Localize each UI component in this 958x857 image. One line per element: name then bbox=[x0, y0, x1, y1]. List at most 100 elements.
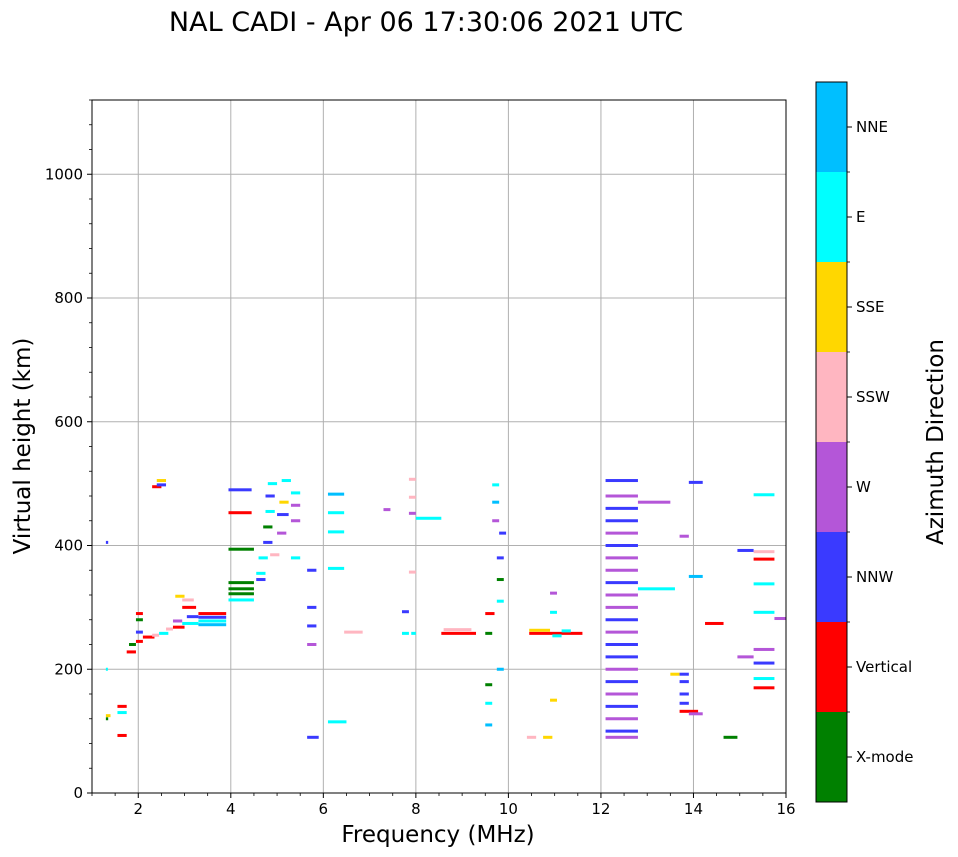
data-band bbox=[637, 587, 675, 591]
x-axis-ticks: 2 4 6 8 10 12 14 16 bbox=[91, 793, 796, 818]
colorbar-tick-label: NNW bbox=[856, 568, 893, 586]
data-band bbox=[605, 581, 638, 585]
data-band bbox=[605, 568, 638, 572]
data-band bbox=[605, 655, 638, 659]
data-band bbox=[327, 566, 345, 570]
data-band bbox=[228, 488, 252, 492]
x-tick-label: 12 bbox=[591, 800, 610, 818]
data-band bbox=[228, 598, 254, 602]
data-band bbox=[307, 624, 317, 628]
colorbar-tick-label: E bbox=[856, 208, 865, 226]
data-band bbox=[679, 672, 689, 676]
data-band bbox=[281, 479, 291, 483]
data-band bbox=[186, 615, 199, 619]
data-band bbox=[198, 612, 227, 616]
data-band bbox=[753, 661, 775, 665]
data-band bbox=[198, 619, 227, 623]
data-band bbox=[496, 599, 504, 603]
data-band bbox=[198, 623, 227, 627]
data-band bbox=[550, 698, 557, 702]
grid-lines bbox=[92, 100, 787, 794]
data-band bbox=[679, 701, 689, 705]
data-band bbox=[105, 714, 111, 718]
colorbar-tick-label: W bbox=[856, 478, 871, 496]
data-band bbox=[605, 479, 638, 483]
data-band bbox=[307, 568, 317, 572]
data-band bbox=[105, 667, 108, 671]
x-tick-label: 10 bbox=[499, 800, 518, 818]
colorbar-segment bbox=[816, 352, 847, 442]
colorbar-tick-label: Vertical bbox=[856, 658, 912, 676]
data-band bbox=[307, 643, 317, 646]
data-band bbox=[605, 643, 638, 646]
data-band bbox=[485, 723, 493, 727]
data-band bbox=[753, 610, 775, 614]
data-band bbox=[550, 591, 557, 595]
colorbar-tick-label: NNE bbox=[856, 118, 888, 136]
data-band bbox=[705, 621, 724, 625]
data-band bbox=[485, 631, 493, 635]
data-band bbox=[492, 519, 500, 523]
y-axis-label: Virtual height (km) bbox=[10, 338, 36, 555]
data-band bbox=[737, 655, 754, 659]
y-tick-label: 1000 bbox=[45, 165, 83, 183]
data-band bbox=[552, 634, 562, 638]
x-tick-label: 16 bbox=[776, 800, 795, 818]
data-band bbox=[688, 574, 703, 578]
data-band bbox=[265, 509, 275, 513]
data-band bbox=[605, 729, 638, 733]
data-band bbox=[327, 492, 345, 496]
colorbar-tick-label: X-mode bbox=[856, 748, 913, 766]
data-band bbox=[344, 630, 363, 634]
data-band bbox=[605, 630, 638, 634]
data-band bbox=[679, 709, 699, 713]
data-band bbox=[258, 556, 268, 560]
y-axis-ticks: 0 200 400 600 800 1000 bbox=[45, 99, 92, 802]
data-band bbox=[228, 592, 254, 596]
data-band bbox=[270, 553, 280, 557]
data-band bbox=[135, 630, 143, 634]
data-band bbox=[228, 547, 254, 551]
data-band bbox=[605, 680, 638, 684]
data-band bbox=[383, 508, 391, 512]
data-band bbox=[166, 627, 173, 631]
data-band bbox=[263, 525, 273, 529]
data-band bbox=[307, 735, 319, 739]
data-band bbox=[543, 735, 553, 739]
data-band bbox=[256, 571, 266, 575]
data-band bbox=[172, 625, 185, 629]
data-band bbox=[496, 667, 504, 671]
data-band bbox=[753, 550, 775, 554]
data-band bbox=[492, 500, 500, 504]
x-tick-label: 6 bbox=[319, 800, 329, 818]
y-tick-label: 200 bbox=[54, 660, 83, 678]
data-band bbox=[327, 720, 347, 724]
data-band bbox=[277, 513, 289, 517]
data-band bbox=[605, 735, 638, 739]
data-band bbox=[485, 612, 495, 616]
data-band bbox=[279, 500, 289, 504]
data-band bbox=[415, 516, 442, 520]
data-band bbox=[401, 631, 409, 635]
colorbar-segment bbox=[816, 532, 847, 622]
data-band bbox=[753, 677, 775, 681]
data-band bbox=[182, 598, 194, 602]
data-band bbox=[126, 650, 136, 654]
data-band bbox=[152, 633, 160, 637]
data-band bbox=[105, 717, 109, 721]
data-band bbox=[117, 704, 127, 708]
data-band bbox=[605, 556, 638, 560]
data-band bbox=[550, 610, 557, 614]
data-band bbox=[152, 485, 162, 489]
data-band bbox=[129, 643, 136, 646]
data-band bbox=[496, 578, 504, 582]
data-band bbox=[605, 593, 638, 597]
data-band bbox=[737, 548, 754, 552]
data-band bbox=[753, 686, 775, 690]
data-band bbox=[526, 735, 537, 739]
data-band bbox=[277, 531, 287, 535]
data-band bbox=[117, 711, 127, 715]
data-band bbox=[605, 704, 638, 708]
colorbar: X-mode Vertical NNW W SSW SSE E NNE bbox=[815, 81, 913, 803]
data-band bbox=[605, 519, 638, 523]
